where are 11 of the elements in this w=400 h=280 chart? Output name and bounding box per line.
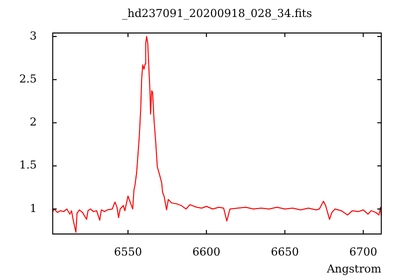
x-tick-label: 6550 — [114, 245, 142, 258]
y-tick-label: 2.5 — [19, 72, 37, 86]
y-tick-label: 1 — [30, 202, 37, 215]
x-axis-title: Angstrom — [326, 262, 382, 276]
y-tick-label: 1.5 — [19, 158, 37, 172]
chart-title: _hd237091_20200918_028_34.fits — [122, 6, 312, 20]
y-tick-label: 3 — [30, 29, 37, 42]
x-tick-label: 6600 — [192, 245, 220, 258]
x-tick-label: 6650 — [270, 245, 299, 258]
y-tick-label: 2 — [30, 116, 37, 129]
x-tick-label: 6700 — [349, 245, 378, 258]
